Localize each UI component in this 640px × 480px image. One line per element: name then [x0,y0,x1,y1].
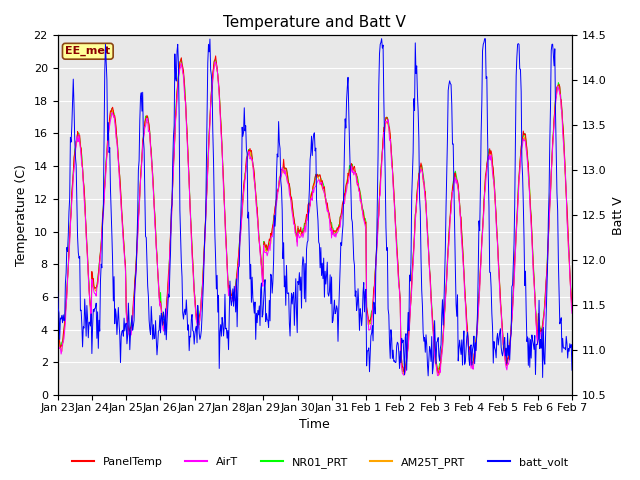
Y-axis label: Temperature (C): Temperature (C) [15,164,28,266]
Y-axis label: Batt V: Batt V [612,196,625,235]
X-axis label: Time: Time [300,419,330,432]
Title: Temperature and Batt V: Temperature and Batt V [223,15,406,30]
Text: EE_met: EE_met [65,46,110,56]
Legend: PanelTemp, AirT, NR01_PRT, AM25T_PRT, batt_volt: PanelTemp, AirT, NR01_PRT, AM25T_PRT, ba… [68,452,572,472]
